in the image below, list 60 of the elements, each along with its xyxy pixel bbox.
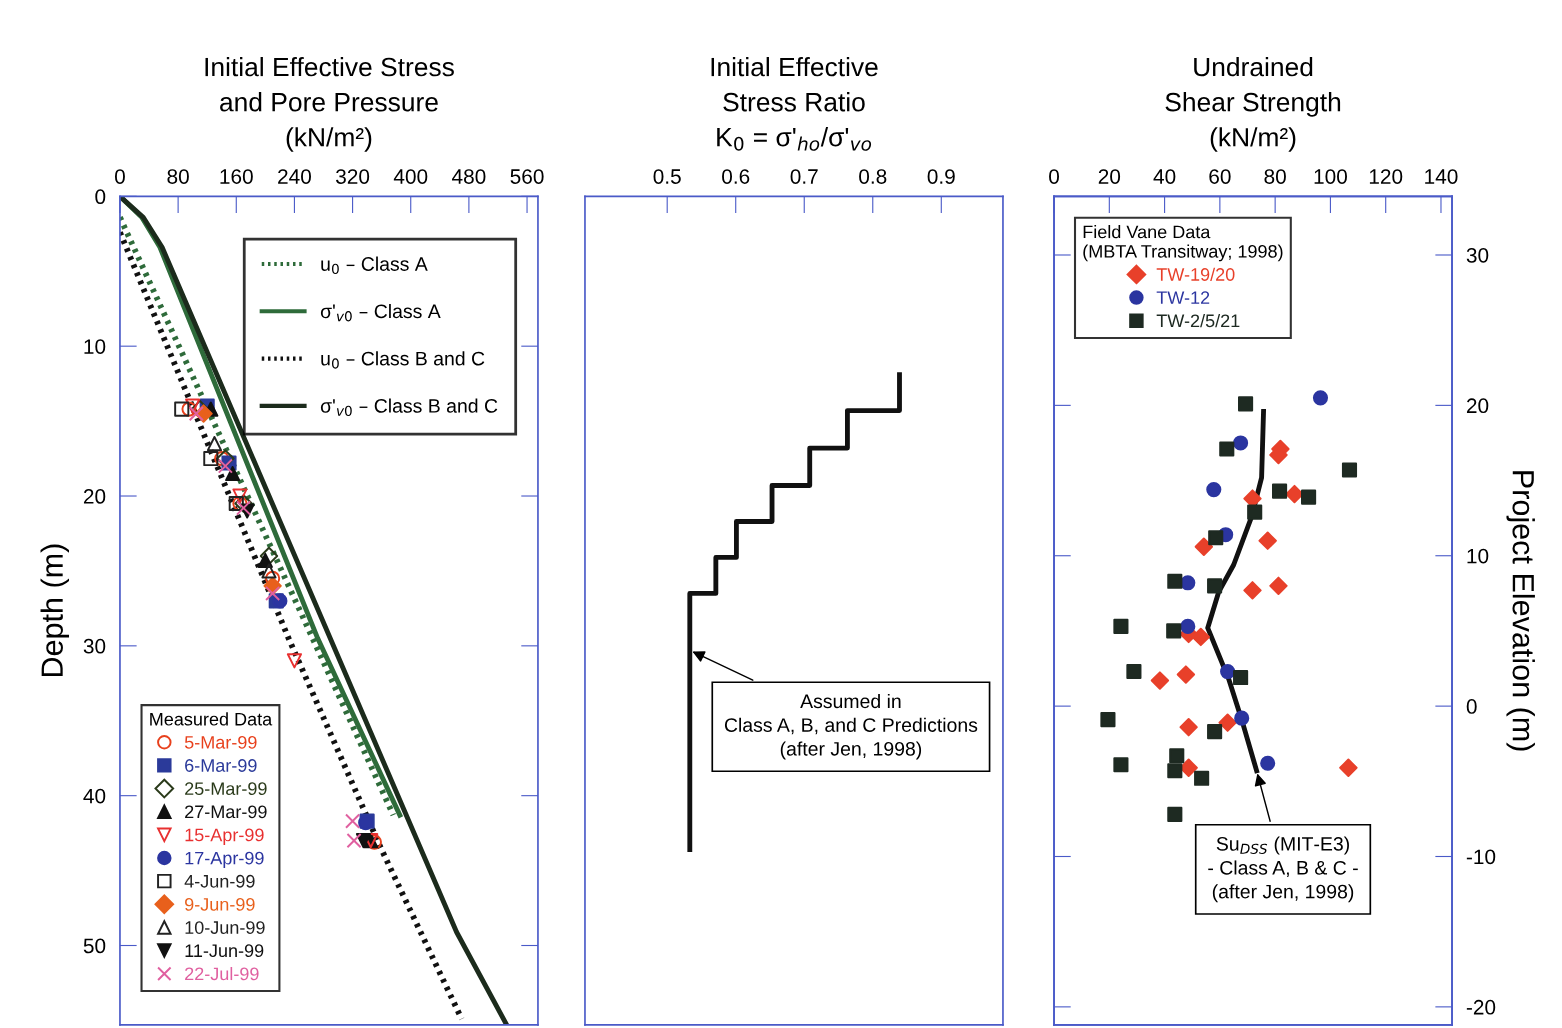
- x-tick-label: 0.5: [653, 169, 681, 184]
- y2-tick-label: -20: [1466, 999, 1496, 1015]
- legend-label: 10-Jun-99: [185, 921, 265, 934]
- y-axis-title: Depth (m): [40, 544, 70, 677]
- x-tick-label: 0: [114, 169, 125, 184]
- x-tick-label: 60: [1209, 169, 1231, 184]
- x-tick-label: 100: [1314, 169, 1347, 184]
- y-tick-label: 30: [83, 638, 106, 654]
- legend-label: 6-Mar-99: [185, 759, 257, 772]
- legend-label: 15-Apr-99: [185, 828, 264, 845]
- chart-title: Undrained Shear Strength (kN/m²): [1165, 56, 1341, 152]
- x-tick-label: 320: [336, 169, 370, 184]
- chart-title: Initial Effective Stress Ratio K$_{0}$ = σ'$_{ho}$/σ'$_{vo}$: [711, 56, 878, 151]
- legend-label: 27-Mar-99: [185, 805, 267, 819]
- x-tick-label: 0.9: [927, 169, 955, 184]
- annotation: Assumed in Class A, B, and C Predictions (after Jen, 1998): [724, 693, 978, 760]
- chart-title: Initial Effective Stress and Pore Pressure (kN/m²): [205, 56, 454, 152]
- legend-label: u$_{0}$ – Class B and C: [321, 351, 485, 369]
- x-tick-label: 0.7: [790, 169, 818, 184]
- x-tick-label: 140: [1425, 169, 1458, 184]
- legend-label: 17-Apr-99: [185, 851, 264, 869]
- y2-axis-title: Project Elevation (m): [1506, 471, 1535, 751]
- legend-label: 25-Mar-99: [185, 782, 267, 796]
- legend-label: TW-2/5/21: [1156, 313, 1240, 328]
- y2-tick-label: 30: [1466, 248, 1489, 263]
- legend-label: 4-Jun-99: [184, 874, 255, 888]
- x-tick-label: 160: [220, 169, 253, 184]
- y-tick-label: 10: [84, 339, 106, 354]
- legend-label: TW-12: [1156, 291, 1210, 304]
- y-tick-label: 50: [83, 938, 106, 954]
- legend-label: σ'$_{v0}$ – Class B and C: [320, 398, 498, 416]
- x-tick-label: 400: [393, 169, 428, 184]
- legend-label: 11-Jun-99: [185, 944, 264, 958]
- y-tick-label: 0: [95, 189, 106, 205]
- x-tick-label: 560: [510, 169, 544, 184]
- legend-label: 5-Mar-99: [184, 735, 257, 749]
- x-tick-label: 120: [1369, 169, 1403, 184]
- legend-label: TW-19/20: [1156, 267, 1235, 281]
- legend-label: u$_{0}$ – Class A: [321, 256, 428, 275]
- legend-title: Measured Data: [150, 712, 273, 726]
- y2-tick-label: 20: [1466, 398, 1489, 414]
- x-tick-label: 240: [278, 169, 311, 184]
- x-tick-label: 0.8: [859, 169, 887, 184]
- x-tick-label: 40: [1153, 169, 1176, 184]
- legend-label: 22-Jul-99: [185, 966, 259, 981]
- y2-tick-label: 0: [1466, 699, 1477, 714]
- x-tick-label: 80: [1264, 169, 1286, 184]
- x-tick-label: 20: [1098, 169, 1121, 184]
- legend-title: Field Vane Data (MBTA Transitway; 1998): [1083, 225, 1283, 262]
- x-tick-label: 480: [451, 169, 486, 184]
- legend-label: σ'$_{v0}$ – Class A: [320, 303, 441, 322]
- annotation: Su$_{DSS}$ (MIT-E3) - Class A, B & C - (after Jen, 1998): [1208, 836, 1358, 903]
- x-tick-label: 80: [167, 169, 189, 184]
- y2-tick-label: -10: [1466, 849, 1496, 865]
- x-tick-label: 0.6: [722, 169, 750, 184]
- y-tick-label: 40: [83, 788, 106, 804]
- legend-label: 9-Jun-99: [185, 898, 255, 911]
- y-tick-label: 20: [83, 489, 106, 504]
- x-tick-label: 0: [1049, 169, 1060, 184]
- y2-tick-label: 10: [1467, 548, 1489, 564]
